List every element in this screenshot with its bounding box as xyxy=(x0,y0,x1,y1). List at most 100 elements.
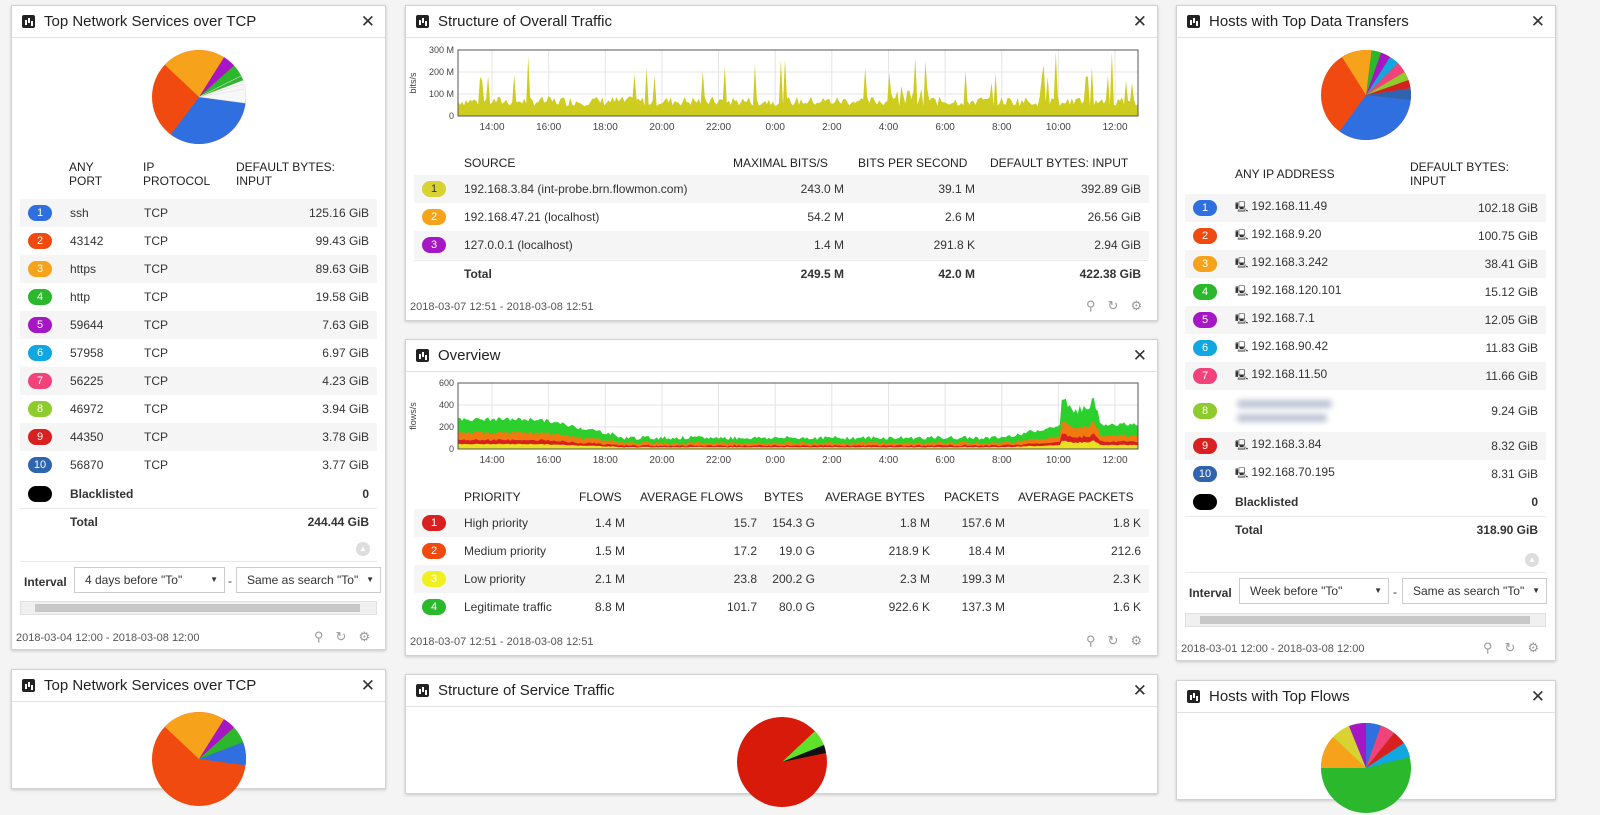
column-header-priority[interactable]: PRIORITY xyxy=(464,490,521,504)
horizontal-scrollbar[interactable] xyxy=(1185,613,1546,627)
close-icon[interactable]: ✕ xyxy=(1530,686,1545,706)
column-header-flows[interactable]: FLOWS xyxy=(579,490,622,504)
table-row[interactable]: 8 46972 TCP 3.94 GiB xyxy=(20,395,377,423)
table-row[interactable]: 1 🖳 192.168.11.49 102.18 GiB xyxy=(1185,194,1546,222)
interval-dash: - xyxy=(228,574,232,588)
column-header-bytes[interactable]: DEFAULT BYTES: INPUT xyxy=(990,156,1129,170)
total-max: 249.5 M xyxy=(800,267,844,281)
computer-icon: 🖳 xyxy=(1235,342,1249,353)
table-row[interactable]: 7 56225 TCP 4.23 GiB xyxy=(20,367,377,395)
close-icon[interactable]: ✕ xyxy=(1132,345,1147,365)
column-header-bps[interactable]: BITS PER SECOND xyxy=(858,156,968,170)
close-icon[interactable]: ✕ xyxy=(1132,680,1147,700)
table-row[interactable]: 6 57958 TCP 6.97 GiB xyxy=(20,339,377,367)
table-row[interactable]: 2 43142 TCP 99.43 GiB xyxy=(20,227,377,255)
search-icon[interactable]: ⚲ xyxy=(1086,633,1096,648)
widget-title: Overview xyxy=(438,347,501,364)
close-icon[interactable]: ✕ xyxy=(1530,11,1545,31)
column-header-source[interactable]: SOURCE xyxy=(464,156,516,170)
table-row[interactable]: 3 127.0.0.1 (localhost) 1.4 M 291.8 K 2.… xyxy=(414,231,1149,259)
widget-hosts-top-flows: Hosts with Top Flows ✕ xyxy=(1176,680,1556,813)
total-row: Total 249.5 M 42.0 M 422.38 GiB xyxy=(414,260,1149,288)
column-header-protocol[interactable]: IP PROTOCOL xyxy=(143,160,211,188)
column-header-bytes[interactable]: BYTES xyxy=(764,490,804,504)
close-icon[interactable]: ✕ xyxy=(1132,11,1147,31)
table-row[interactable]: 3 https TCP 89.63 GiB xyxy=(20,255,377,283)
refresh-icon[interactable]: ↻ xyxy=(1107,298,1119,313)
table-row[interactable]: 3 🖳 192.168.3.242 38.41 GiB xyxy=(1185,250,1546,278)
search-icon[interactable]: ⚲ xyxy=(1086,298,1096,313)
refresh-icon[interactable]: ↻ xyxy=(1504,640,1516,655)
gear-icon[interactable]: ⚙ xyxy=(1130,633,1143,648)
table-row[interactable]: 7 🖳 192.168.11.50 11.66 GiB xyxy=(1185,362,1546,390)
close-icon[interactable]: ✕ xyxy=(360,675,375,695)
ip-cell[interactable]: 🖳 192.168.11.50 xyxy=(1235,367,1327,385)
table-row[interactable]: 9 44350 TCP 3.78 GiB xyxy=(20,423,377,451)
x-tick-label: 10:00 xyxy=(1046,455,1071,466)
column-header-bytes[interactable]: DEFAULT BYTES: INPUT xyxy=(1410,160,1509,188)
table-row[interactable]: 5 🖳 192.168.7.1 12.05 GiB xyxy=(1185,306,1546,334)
refresh-icon[interactable]: ↻ xyxy=(1107,633,1119,648)
table-row[interactable]: 4 🖳 192.168.120.101 15.12 GiB xyxy=(1185,278,1546,306)
chart-icon xyxy=(416,15,429,28)
ip-value: 192.168.9.20 xyxy=(1251,227,1322,241)
table-row[interactable]: 1 High priority 1.4 M 15.7 154.3 G 1.8 M… xyxy=(414,509,1149,537)
table-row[interactable]: 1 ssh TCP 125.16 GiB xyxy=(20,199,377,227)
y-tick-label: 0 xyxy=(449,444,454,454)
gear-icon[interactable]: ⚙ xyxy=(1130,298,1143,313)
column-header-bytes[interactable]: DEFAULT BYTES: INPUT xyxy=(236,160,335,188)
ip-cell[interactable]: 🖳 192.168.3.84 xyxy=(1235,437,1321,455)
ip-cell[interactable]: 🖳 192.168.120.101 xyxy=(1235,283,1341,301)
table-row[interactable]: 4 http TCP 19.58 GiB xyxy=(20,283,377,311)
interval-select[interactable]: 4 days before "To" xyxy=(74,567,225,593)
divider xyxy=(20,561,377,562)
refresh-icon[interactable]: ↻ xyxy=(335,629,347,644)
bytes-cell: 102.18 GiB xyxy=(1477,201,1538,215)
table-row[interactable]: 3 Low priority 2.1 M 23.8 200.2 G 2.3 M … xyxy=(414,565,1149,593)
rank-badge: 10 xyxy=(28,457,52,473)
scroll-up-icon[interactable]: ▲ xyxy=(356,542,370,556)
horizontal-scrollbar[interactable] xyxy=(20,601,377,615)
table-row[interactable]: 2 🖳 192.168.9.20 100.75 GiB xyxy=(1185,222,1546,250)
scrollbar-thumb[interactable] xyxy=(35,604,360,612)
table-row[interactable]: 10 56870 TCP 3.77 GiB xyxy=(20,451,377,479)
table-row[interactable]: 2 192.168.47.21 (localhost) 54.2 M 2.6 M… xyxy=(414,203,1149,231)
widget-hosts-top-data-transfers: Hosts with Top Data Transfers ✕ ANY IP A… xyxy=(1176,5,1556,661)
close-icon[interactable]: ✕ xyxy=(360,11,375,31)
table-row[interactable]: 4 Legitimate traffic 8.8 M 101.7 80.0 G … xyxy=(414,593,1149,621)
ip-value: 192.168.3.242 xyxy=(1251,255,1329,269)
column-header-packets[interactable]: PACKETS xyxy=(944,490,1000,504)
table-row[interactable]: 5 59644 TCP 7.63 GiB xyxy=(20,311,377,339)
column-header-port[interactable]: ANY PORT xyxy=(69,160,103,188)
table-row[interactable]: 6 🖳 192.168.90.42 11.83 GiB xyxy=(1185,334,1546,362)
search-icon[interactable]: ⚲ xyxy=(1483,640,1493,655)
ip-cell[interactable]: 🖳 192.168.9.20 xyxy=(1235,227,1321,245)
table-row[interactable]: 1 192.168.3.84 (int-probe.brn.flowmon.co… xyxy=(414,175,1149,203)
ip-cell[interactable]: 🖳 192.168.7.1 xyxy=(1235,311,1315,329)
to-select[interactable]: Same as search "To" xyxy=(1402,578,1547,604)
column-header-average-bytes[interactable]: AVERAGE BYTES xyxy=(825,490,925,504)
column-header-max-bits[interactable]: MAXIMAL BITS/S xyxy=(733,156,828,170)
ip-cell[interactable]: 🖳 192.168.3.242 xyxy=(1235,255,1328,273)
to-select[interactable]: Same as search "To" xyxy=(236,567,381,593)
table-row[interactable]: 8 9.24 GiB xyxy=(1185,390,1546,432)
column-header-average-flows[interactable]: AVERAGE FLOWS xyxy=(640,490,744,504)
table-row[interactable]: 2 Medium priority 1.5 M 17.2 19.0 G 218.… xyxy=(414,537,1149,565)
ip-cell[interactable]: 🖳 192.168.90.42 xyxy=(1235,339,1328,357)
column-header-average-packets[interactable]: AVERAGE PACKETS xyxy=(1018,490,1134,504)
column-header-ip[interactable]: ANY IP ADDRESS xyxy=(1235,167,1335,181)
table-row[interactable]: 9 🖳 192.168.3.84 8.32 GiB xyxy=(1185,432,1546,460)
gear-icon[interactable]: ⚙ xyxy=(1527,640,1540,655)
packets-cell: 137.3 M xyxy=(961,600,1005,614)
scroll-up-icon[interactable]: ▲ xyxy=(1525,553,1539,567)
interval-select[interactable]: Week before "To" xyxy=(1239,578,1389,604)
ip-cell[interactable]: 🖳 192.168.70.195 xyxy=(1235,465,1335,483)
bytes-cell: 3.77 GiB xyxy=(322,458,369,472)
gear-icon[interactable]: ⚙ xyxy=(358,629,371,644)
ip-cell[interactable]: 🖳 192.168.11.49 xyxy=(1235,199,1327,217)
scrollbar-thumb[interactable] xyxy=(1200,616,1530,624)
y-tick-label: 200 xyxy=(439,422,454,432)
priority-cell: Legitimate traffic xyxy=(464,600,552,614)
table-row[interactable]: 10 🖳 192.168.70.195 8.31 GiB xyxy=(1185,460,1546,488)
search-icon[interactable]: ⚲ xyxy=(314,629,324,644)
